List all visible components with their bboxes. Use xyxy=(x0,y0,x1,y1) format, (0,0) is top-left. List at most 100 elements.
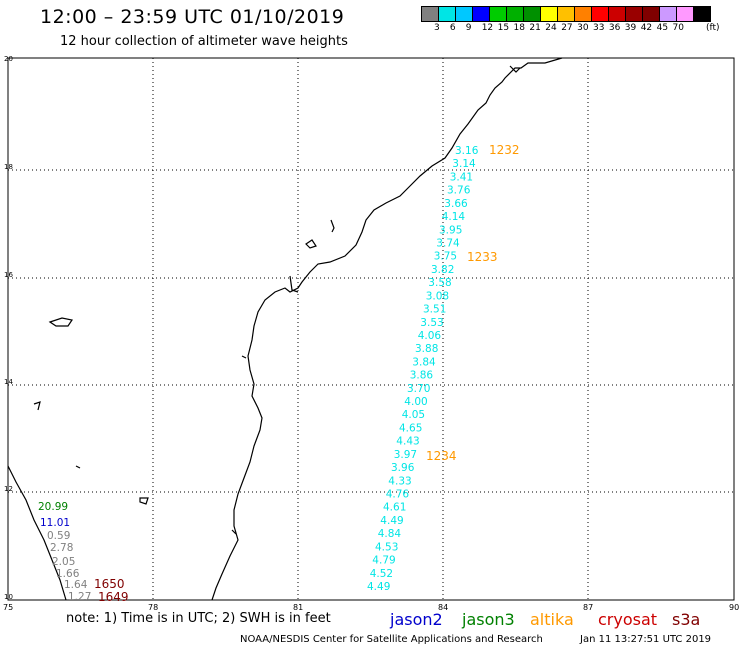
legend-label: 27 xyxy=(561,23,573,33)
jason2-value: 3.74 xyxy=(436,238,460,250)
legend-label: 15 xyxy=(497,23,510,33)
jason2-value: 4.76 xyxy=(386,489,410,501)
x-tick-label: 87 xyxy=(583,603,593,612)
jason2-value: 3.16 xyxy=(455,145,479,157)
jason2-value: 3.82 xyxy=(431,264,454,276)
satellite-label-jason3: jason3 xyxy=(462,610,515,629)
legend-label: 45 xyxy=(656,23,669,33)
legend-label: 42 xyxy=(640,23,653,33)
jason2-value: 4.33 xyxy=(388,475,411,487)
map-grid xyxy=(8,58,734,600)
jason2-value: 3.84 xyxy=(412,356,436,368)
jason2-value: 3.70 xyxy=(407,383,430,395)
jason2-value: 4.05 xyxy=(402,409,425,421)
legend-label: 24 xyxy=(545,23,557,33)
x-tick-label: 81 xyxy=(293,603,303,612)
coastal-value: 1.66 xyxy=(56,568,80,580)
y-tick-label: 18 xyxy=(4,163,13,171)
jason2-value: 3.86 xyxy=(410,370,434,382)
jason2-value: 4.49 xyxy=(380,515,403,527)
legend-unit: (ft) xyxy=(706,23,720,33)
map-frame xyxy=(7,57,735,601)
coastline-mainland xyxy=(211,57,563,601)
jason2-value: 4.84 xyxy=(378,528,402,540)
cryosat-time: 1650 xyxy=(94,577,125,591)
jason2-value: 4.06 xyxy=(418,330,442,342)
y-tick-label: 20 xyxy=(4,55,13,63)
jason2-value: 4.79 xyxy=(372,555,395,567)
legend-swatch xyxy=(693,6,711,22)
coastal-value: 0.59 xyxy=(47,530,70,542)
cryosat-time: 1649 xyxy=(98,590,129,604)
satellite-label-altika: altika xyxy=(530,610,574,629)
footnote: note: 1) Time is in UTC; 2) SWH is in fe… xyxy=(66,611,331,626)
x-tick-label: 84 xyxy=(438,603,448,612)
satellite-label-s3a: s3a xyxy=(672,610,701,629)
jason2-value: 3.95 xyxy=(439,224,462,236)
jason2-track: 3.163.143.41 3.763.664.143.95 3.743.753.82… xyxy=(367,145,479,593)
jason2-value: 4.61 xyxy=(383,502,406,514)
legend-label: 36 xyxy=(608,23,621,33)
coastal-value: 11.01 xyxy=(40,517,70,529)
jason2-value: 3.75 xyxy=(434,251,457,263)
legend-label: 6 xyxy=(449,23,456,33)
coastal-value: 2.05 xyxy=(52,556,75,568)
y-tick-label: 10 xyxy=(4,593,13,601)
satellite-label-cryosat: cryosat xyxy=(598,610,658,629)
jason2-value: 4.43 xyxy=(396,436,419,448)
x-tick-label: 78 xyxy=(148,603,158,612)
jason2-value: 4.14 xyxy=(442,211,466,223)
jason2-value: 4.00 xyxy=(404,396,427,408)
coastline-detail xyxy=(289,275,299,293)
legend-label: 39 xyxy=(624,23,637,33)
color-legend xyxy=(421,6,711,22)
altika-time: 1233 xyxy=(467,250,498,264)
jason2-value: 3.76 xyxy=(447,185,471,197)
x-tick-label: 90 xyxy=(729,603,739,612)
jason2-value: 3.41 xyxy=(450,171,473,183)
jason2-value: 3.58 xyxy=(428,277,451,289)
jason2-value: 3.51 xyxy=(423,304,446,316)
altika-time: 1234 xyxy=(426,449,457,463)
jason2-value: 3.08 xyxy=(426,290,449,302)
legend-label: 3 xyxy=(434,23,440,33)
coastal-value: 20.99 xyxy=(38,501,68,513)
jason2-value: 4.53 xyxy=(375,541,398,553)
jason2-value: 4.65 xyxy=(399,423,422,435)
jason2-value: 3.14 xyxy=(452,158,476,170)
jason2-value: 4.52 xyxy=(370,568,393,580)
legend-label: 12 xyxy=(481,23,494,33)
island-8 xyxy=(75,465,81,469)
jason2-value: 3.96 xyxy=(391,462,415,474)
jason2-value: 4.49 xyxy=(367,581,390,593)
island-7 xyxy=(241,355,247,359)
island-4 xyxy=(48,317,73,327)
x-tick-label: 75 xyxy=(3,603,13,612)
island-1 xyxy=(509,65,521,73)
timestamp-text: Jan 11 13:27:51 UTC 2019 xyxy=(580,634,712,645)
y-tick-label: 14 xyxy=(4,378,13,386)
legend-label: 9 xyxy=(465,23,472,33)
island-3 xyxy=(305,239,317,249)
altika-times: 1232 1233 1234 xyxy=(426,143,520,463)
legend-label: 18 xyxy=(513,23,525,33)
island-5 xyxy=(33,401,41,411)
legend-label: 70 xyxy=(672,23,684,33)
island-2 xyxy=(330,219,335,233)
jason2-value: 3.53 xyxy=(420,317,443,329)
coastal-value: 1.27 xyxy=(68,591,91,603)
jason2-value: 3.88 xyxy=(415,343,438,355)
legend-label: 21 xyxy=(529,23,541,33)
legend-label: 30 xyxy=(577,23,589,33)
coastal-value: 1.64 xyxy=(64,579,88,591)
map-title: 12:00 – 23:59 UTC 01/10/2019 xyxy=(40,6,345,28)
island-6 xyxy=(139,497,149,505)
y-tick-label: 12 xyxy=(4,485,13,493)
map-subtitle: 12 hour collection of altimeter wave hei… xyxy=(60,34,348,49)
credit-text: NOAA/NESDIS Center for Satellite Applica… xyxy=(240,634,543,645)
jason2-value: 3.66 xyxy=(444,198,468,210)
axis-ticks: 75 78 81 84 87 90 10 12 14 16 18 20 xyxy=(3,55,739,612)
satellite-label-jason2: jason2 xyxy=(390,610,443,629)
